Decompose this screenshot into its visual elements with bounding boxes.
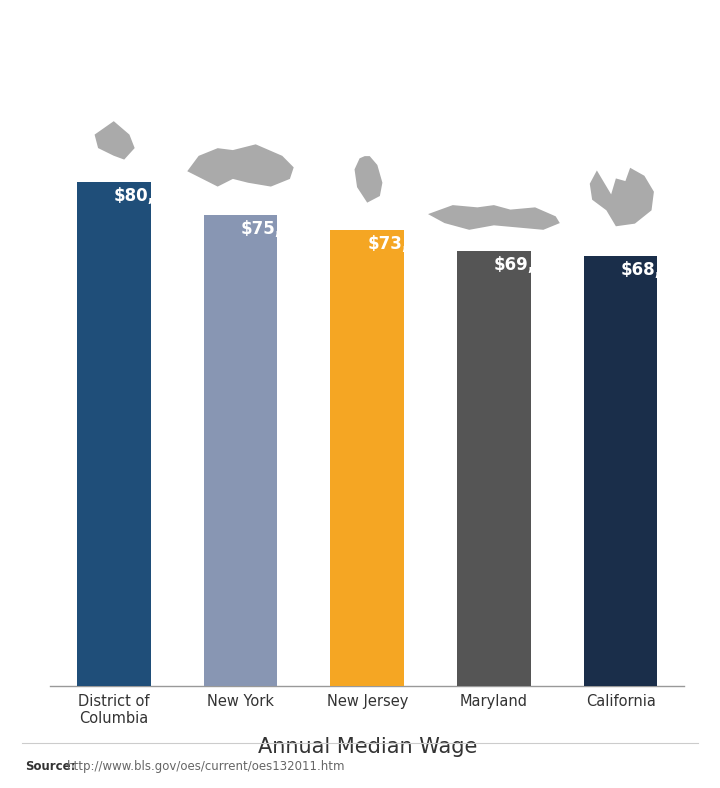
Text: $68,980: $68,980 [621,262,696,280]
Polygon shape [590,168,654,226]
Text: http://www.bls.gov/oes/current/oes132011.htm: http://www.bls.gov/oes/current/oes132011… [67,760,346,773]
Bar [330,230,404,686]
Bar [204,215,277,686]
Text: $73,230: $73,230 [367,235,444,253]
X-axis label: Annual Median Wage: Annual Median Wage [258,738,477,757]
Bar [584,256,657,686]
Bar [77,182,150,686]
Text: 5 HIGH-PAYING STATES FOR ACCOUNTANTS: 5 HIGH-PAYING STATES FOR ACCOUNTANTS [8,28,712,55]
Polygon shape [94,121,135,160]
Polygon shape [354,156,382,203]
Bar [457,251,531,686]
Polygon shape [428,205,560,230]
Text: $80,890: $80,890 [114,188,189,206]
Polygon shape [187,144,294,187]
Text: $75,600: $75,600 [240,220,316,238]
Text: $69,820: $69,820 [494,256,570,274]
Text: Source:: Source: [25,760,76,773]
